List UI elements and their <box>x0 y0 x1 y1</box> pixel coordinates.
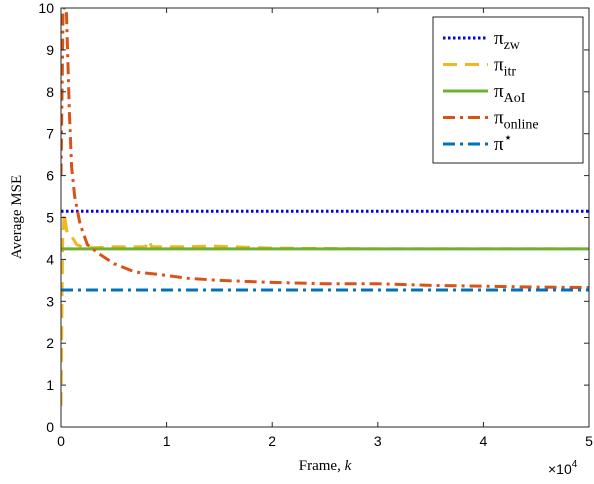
series-line-itr <box>61 211 589 407</box>
y-tick-label: 3 <box>46 293 54 309</box>
legend-entry-label: πonline <box>494 108 539 133</box>
y-tick-label: 6 <box>46 168 54 184</box>
legend-entry-label: πitr <box>494 55 516 80</box>
y-tick-label: 1 <box>46 377 54 393</box>
x-axis-multiplier: ×104 <box>548 459 578 477</box>
legend-entry-label: πAoI <box>494 81 526 106</box>
legend-entry-label: πzw <box>494 28 521 53</box>
x-tick-label: 4 <box>480 433 488 449</box>
x-tick-label: 1 <box>163 433 171 449</box>
legend-entry-label: π⋆ <box>494 131 512 155</box>
y-tick-label: 9 <box>46 42 54 58</box>
y-tick-label: 10 <box>38 0 54 16</box>
y-tick-label: 8 <box>46 84 54 100</box>
y-tick-label: 4 <box>46 251 54 267</box>
y-tick-label: 7 <box>46 126 54 142</box>
x-axis-label: Frame, k <box>299 458 352 474</box>
x-tick-label: 2 <box>268 433 276 449</box>
y-tick-label: 5 <box>46 210 54 226</box>
y-tick-label: 0 <box>46 419 54 435</box>
y-tick-label: 2 <box>46 335 54 351</box>
y-axis-label: Average MSE <box>9 175 25 259</box>
x-tick-label: 5 <box>585 433 593 449</box>
series-line-online <box>61 8 589 289</box>
x-tick-label: 0 <box>57 433 65 449</box>
x-tick-label: 3 <box>374 433 382 449</box>
